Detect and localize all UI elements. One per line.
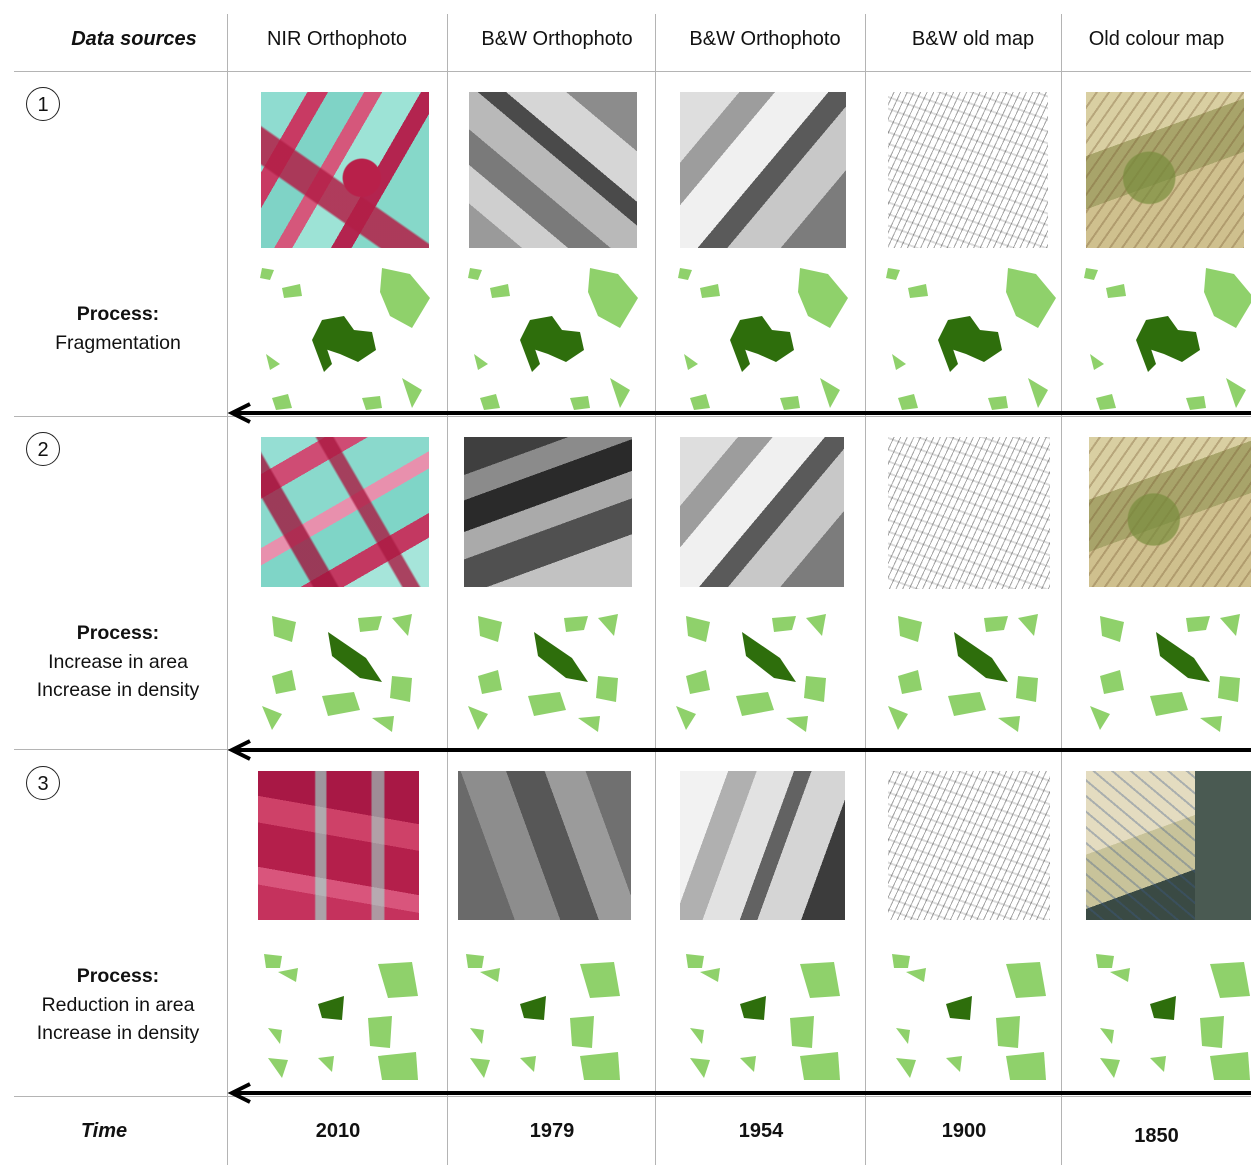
- grid-line-h: [14, 749, 1251, 750]
- grid-line-v: [227, 14, 228, 1165]
- colour-map-thumb: [1089, 437, 1251, 587]
- time-arrow: [227, 402, 1251, 424]
- header-source: B&W Orthophoto: [481, 28, 633, 50]
- old-map-thumb: [888, 771, 1050, 920]
- colour-map-thumb: [1086, 92, 1244, 248]
- process-label: Process: Reduction in area Increase in d…: [14, 962, 222, 1048]
- year-label: 1979: [529, 1120, 575, 1142]
- header-source: NIR Orthophoto: [266, 28, 408, 50]
- row-number-badge: 2: [26, 432, 60, 466]
- process-label: Process: Fragmentation: [14, 300, 222, 357]
- grid-line-v: [1061, 14, 1062, 1165]
- grid-line-h: [14, 1096, 1251, 1097]
- process-title: Process:: [76, 965, 160, 987]
- year-label: 1900: [941, 1120, 987, 1142]
- header-source: B&W Orthophoto: [689, 28, 841, 50]
- header-data-sources: Data sources: [71, 28, 197, 50]
- nir-orthophoto-thumb: [261, 92, 429, 248]
- process-title: Process:: [76, 622, 160, 644]
- bw-orthophoto-thumb: [464, 437, 632, 587]
- process-line: Increase in density: [36, 679, 200, 701]
- row-number-badge: 3: [26, 766, 60, 800]
- process-line: Fragmentation: [55, 331, 181, 354]
- year-label: 1850: [1134, 1125, 1179, 1147]
- bw-orthophoto-thumb: [680, 92, 846, 248]
- bw-orthophoto-thumb: [469, 92, 637, 248]
- old-map-thumb: [888, 92, 1048, 248]
- header-source: B&W old map: [911, 28, 1035, 50]
- process-line: Increase in area: [48, 650, 188, 673]
- nir-orthophoto-thumb: [261, 437, 429, 587]
- bw-orthophoto-thumb: [680, 437, 844, 587]
- time-arrow: [227, 739, 1251, 761]
- header-source: Old colour map: [1088, 28, 1225, 50]
- grid-line-v: [655, 14, 656, 1165]
- process-line: Increase in density: [36, 1022, 200, 1044]
- grid-line-h: [14, 71, 1251, 72]
- grid-line-v: [447, 14, 448, 1165]
- year-label: 2010: [315, 1120, 361, 1142]
- process-line: Reduction in area: [41, 993, 195, 1016]
- nir-orthophoto-thumb: [258, 771, 419, 920]
- grid-line-v: [865, 14, 866, 1165]
- bw-orthophoto-thumb: [458, 771, 631, 920]
- year-label: 1954: [738, 1120, 784, 1142]
- grid-line-h: [14, 416, 1251, 417]
- row-number-badge: 1: [26, 87, 60, 121]
- old-map-thumb: [888, 437, 1050, 589]
- colour-map-thumb: [1086, 771, 1251, 920]
- time-label: Time: [80, 1120, 128, 1142]
- process-label: Process: Increase in area Increase in de…: [14, 619, 222, 705]
- process-title: Process:: [76, 303, 160, 325]
- bw-orthophoto-thumb: [680, 771, 845, 920]
- time-arrow: [227, 1082, 1251, 1104]
